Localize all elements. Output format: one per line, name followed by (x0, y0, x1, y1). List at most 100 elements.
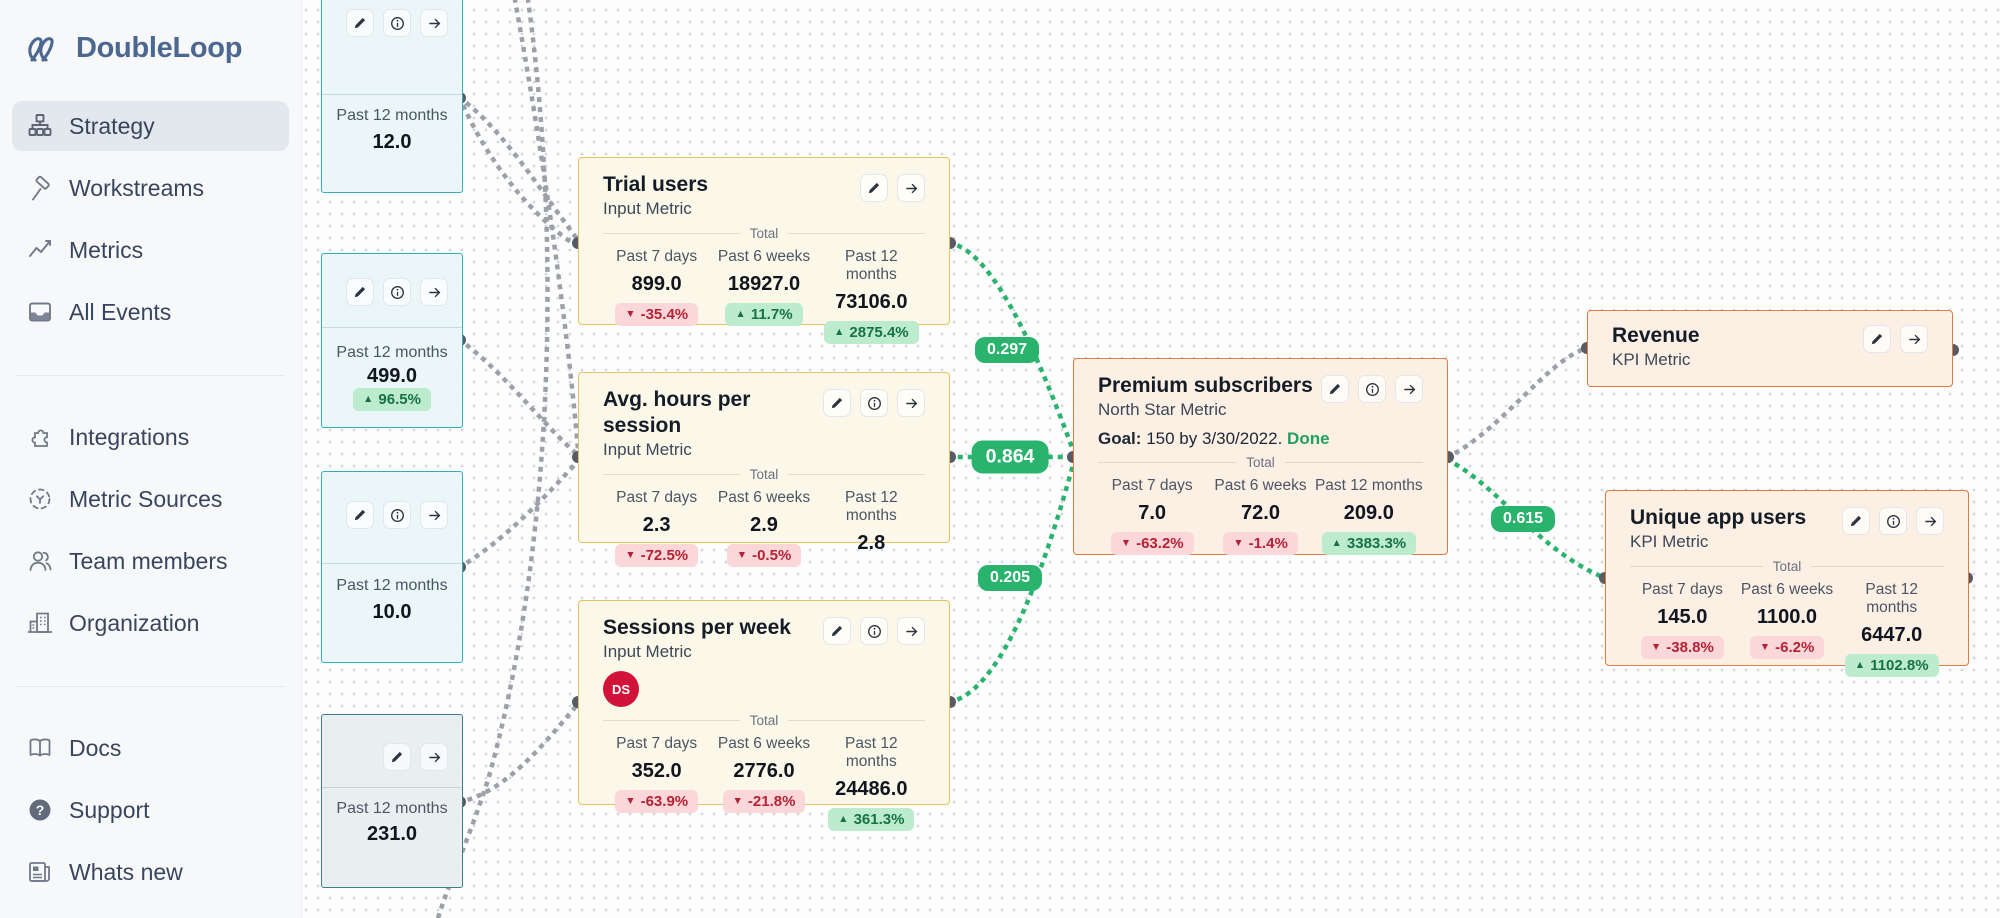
sidebar-item-label: All Events (69, 298, 172, 325)
edit-button[interactable] (383, 743, 411, 771)
sidebar-item-strategy[interactable]: Strategy (12, 101, 289, 151)
metric-value: 499.0 (366, 365, 418, 387)
edge-gray (457, 700, 582, 805)
sidebar-item-team-members[interactable]: Team members (12, 536, 289, 586)
edge-weight-label[interactable]: 0.615 (1490, 506, 1556, 532)
app-logo[interactable]: DoubleLoop (0, 0, 301, 71)
total-divider: Total (603, 226, 925, 241)
metric-value: 10.0 (372, 601, 412, 623)
metric-node-partial-3[interactable]: Past 12 months 10.0 (321, 471, 463, 663)
info-button[interactable] (1879, 507, 1907, 535)
edge-gray (456, 457, 582, 571)
change-badge: 1102.8% (1844, 654, 1939, 677)
metric-node-trial-users[interactable]: Trial users Input Metric Total Past 7 da… (578, 157, 950, 344)
edit-button[interactable] (346, 278, 374, 306)
sidebar: DoubleLoop Strategy (0, 0, 302, 918)
goal-status: Done (1287, 429, 1330, 448)
sidebar-item-metric-sources[interactable]: Metric Sources (12, 474, 289, 524)
edit-button[interactable] (1863, 325, 1891, 353)
sidebar-item-docs[interactable]: Docs (12, 723, 289, 773)
divider (322, 94, 462, 95)
open-button[interactable] (1900, 325, 1928, 353)
info-button[interactable] (383, 278, 411, 306)
total-divider: Total (603, 713, 925, 728)
stat-column: Past 6 weeks 1100.0 -6.2% (1735, 581, 1840, 677)
metric-node-partial-2[interactable]: Past 12 months 499.0 96.5% (321, 253, 463, 428)
metric-node-sessions[interactable]: Sessions per week Input Metric DS Total … (578, 600, 950, 831)
sidebar-item-integrations[interactable]: Integrations (12, 412, 289, 462)
divider (322, 563, 462, 564)
stat-column: Past 6 weeks 18927.0 11.7% (710, 248, 817, 344)
edit-button[interactable] (823, 389, 851, 417)
edge-weight-label[interactable]: 0.205 (977, 565, 1043, 591)
change-badge: -6.2% (1749, 636, 1825, 659)
open-button[interactable] (1395, 375, 1423, 403)
newspaper-icon (26, 858, 54, 886)
change-badge: 11.7% (725, 303, 803, 326)
metric-node-premium-subscribers[interactable]: Premium subscribers North Star Metric Go… (1073, 358, 1448, 555)
stat-column: Past 12 months 24486.0 361.3% (818, 735, 925, 831)
edit-button[interactable] (1842, 507, 1870, 535)
metric-node-avg-hours[interactable]: Avg. hours per session Input Metric Tota… (578, 372, 950, 567)
sidebar-item-organization[interactable]: Organization (12, 598, 289, 648)
sidebar-item-label: Strategy (69, 112, 155, 139)
trend-down-icon (625, 309, 635, 320)
open-button[interactable] (420, 278, 448, 306)
edge-gray (456, 94, 582, 244)
sidebar-item-label: Organization (69, 609, 200, 636)
period-label: Past 12 months (336, 577, 448, 594)
change-badge: 2875.4% (824, 321, 919, 344)
change-badge: -38.8% (1640, 636, 1724, 659)
open-button[interactable] (420, 9, 448, 37)
edit-button[interactable] (346, 501, 374, 529)
metric-node-partial-1[interactable]: Past 12 months 12.0 (321, 0, 463, 193)
sidebar-item-workstreams[interactable]: Workstreams (12, 163, 289, 213)
info-button[interactable] (860, 617, 888, 645)
metric-node-unique-app-users[interactable]: Unique app users KPI Metric Total Past 7… (1605, 490, 1969, 677)
open-button[interactable] (420, 501, 448, 529)
trend-down-icon (1121, 538, 1131, 549)
total-divider: Total (603, 467, 925, 482)
open-button[interactable] (1916, 507, 1944, 535)
change-badge: -1.4% (1223, 532, 1298, 555)
node-type: Input Metric (603, 199, 692, 218)
edit-button[interactable] (860, 174, 888, 202)
stat-column: Past 6 weeks 2776.0 -21.8% (710, 735, 817, 831)
edge-weight-label[interactable]: 0.297 (974, 337, 1040, 363)
sidebar-divider (16, 375, 285, 376)
metric-value: 12.0 (372, 131, 412, 153)
sidebar-item-whats-new[interactable]: Whats new (12, 847, 289, 897)
open-button[interactable] (897, 617, 925, 645)
open-button[interactable] (897, 174, 925, 202)
sidebar-item-label: Whats new (69, 858, 183, 885)
metric-node-revenue[interactable]: Revenue KPI Metric (1587, 310, 1953, 387)
info-button[interactable] (1358, 375, 1386, 403)
sidebar-nav: Strategy Workstreams Metrics (0, 71, 301, 909)
period-label: Past 12 months (336, 344, 448, 361)
sidebar-item-metrics[interactable]: Metrics (12, 225, 289, 275)
sidebar-item-support[interactable]: ? Support (12, 785, 289, 835)
info-button[interactable] (383, 9, 411, 37)
avatar[interactable]: DS (603, 671, 639, 707)
users-icon (26, 547, 54, 575)
chart-line-icon (26, 236, 54, 264)
sidebar-item-all-events[interactable]: All Events (12, 287, 289, 337)
edit-button[interactable] (346, 9, 374, 37)
edit-button[interactable] (1321, 375, 1349, 403)
info-button[interactable] (383, 501, 411, 529)
info-button[interactable] (860, 389, 888, 417)
edge-weight-label[interactable]: 0.864 (971, 440, 1049, 474)
trend-up-icon (735, 309, 745, 320)
sidebar-item-label: Metrics (69, 236, 144, 263)
open-button[interactable] (897, 389, 925, 417)
dashed-circle-icon (26, 485, 54, 513)
strategy-map-canvas[interactable]: 0.297 0.864 0.205 0.615 Past 12 months 1… (302, 0, 2000, 918)
stat-column: Past 12 months 73106.0 2875.4% (818, 248, 925, 344)
edit-button[interactable] (823, 617, 851, 645)
stat-column: Past 12 months 209.0 3383.3% (1315, 477, 1423, 555)
question-circle-icon: ? (26, 796, 54, 824)
trend-up-icon (363, 394, 373, 405)
total-divider: Total (1630, 559, 1944, 574)
metric-node-partial-4[interactable]: Past 12 months 231.0 (321, 714, 463, 888)
open-button[interactable] (420, 743, 448, 771)
